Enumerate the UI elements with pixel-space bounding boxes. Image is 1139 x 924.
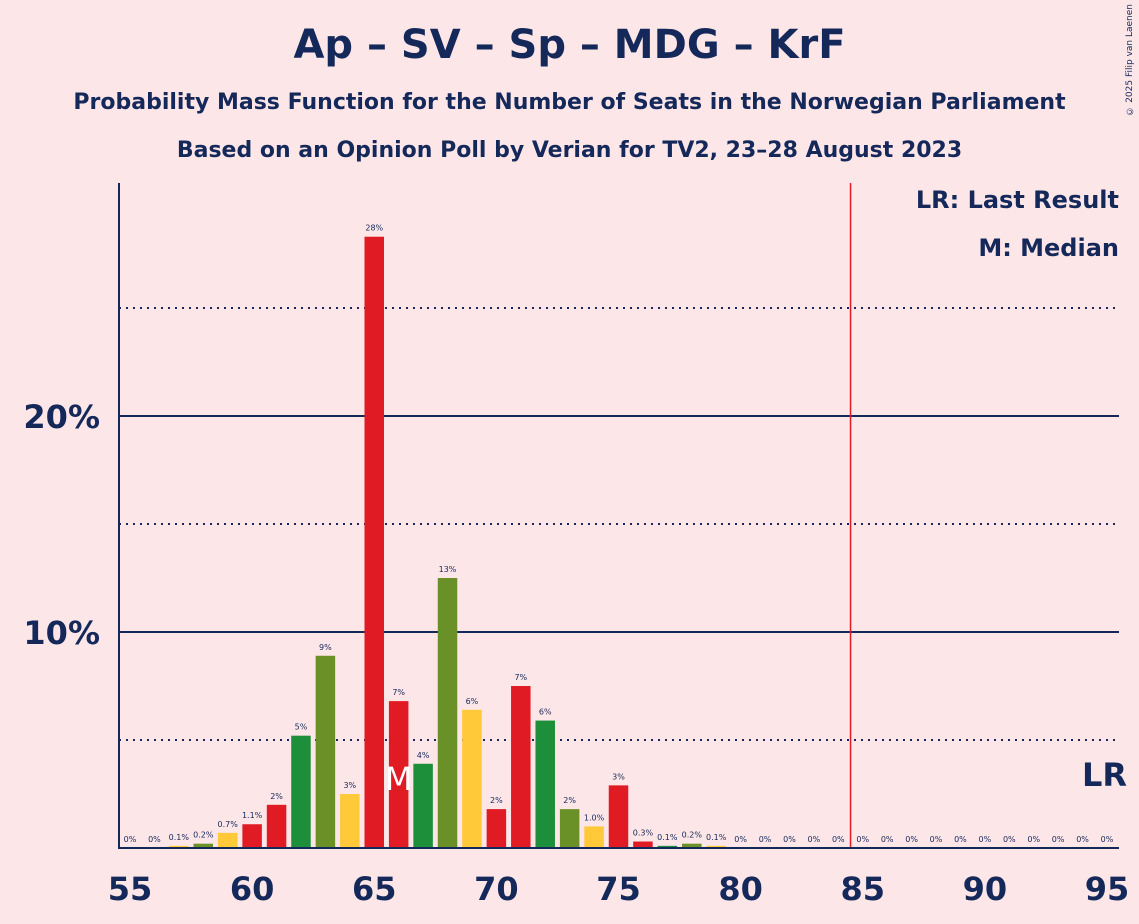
bar-seats-79	[706, 845, 726, 848]
bar-label: 0%	[881, 835, 894, 844]
x-tick-label: 95	[1085, 870, 1130, 908]
x-tick-label: 65	[352, 870, 397, 908]
bar-label: 0.1%	[169, 833, 190, 842]
bar-seats-59	[217, 832, 238, 848]
bar-label: 3%	[343, 781, 356, 790]
bar-label: 0.2%	[193, 831, 214, 840]
bar-seats-57	[169, 845, 189, 848]
bar-label: 9%	[319, 643, 332, 652]
bar-label: 0%	[856, 835, 869, 844]
x-tick-label: 80	[718, 870, 763, 908]
bar-seats-73	[559, 809, 580, 848]
bar-label: 0%	[954, 835, 967, 844]
bar-label: 0.3%	[633, 829, 654, 838]
bar-label: 0%	[905, 835, 918, 844]
bar-seats-65	[364, 236, 384, 849]
x-tick-label: 70	[474, 870, 519, 908]
bar-seats-63	[315, 655, 336, 848]
bar-seats-64	[340, 794, 360, 848]
bar-label: 0%	[1027, 835, 1040, 844]
bar-label: 0%	[1052, 835, 1065, 844]
bar-label: 0.7%	[218, 820, 239, 829]
x-tick-label: 85	[840, 870, 885, 908]
chart-subtitle: Probability Mass Function for the Number…	[73, 90, 1066, 115]
bar-label: 0%	[808, 835, 821, 844]
bar-seats-61	[266, 804, 287, 848]
bar-label: 2%	[563, 796, 576, 805]
legend-median: M: Median	[978, 234, 1119, 262]
bar-label: 0%	[759, 835, 772, 844]
bar-label: 1.0%	[584, 813, 605, 822]
bar-label: 6%	[466, 697, 479, 706]
x-tick-label: 55	[108, 870, 153, 908]
bar-seats-70	[486, 809, 507, 848]
bar-label: 6%	[539, 708, 552, 717]
bar-label: 3%	[612, 772, 625, 781]
bar-label: 0.2%	[682, 831, 703, 840]
bar-label: 0%	[148, 835, 161, 844]
bar-seats-68	[437, 578, 458, 848]
bar-seats-78	[682, 843, 702, 848]
bar-label: 7%	[514, 673, 527, 682]
bar-label: 0.1%	[657, 833, 678, 842]
x-tick-label: 90	[963, 870, 1008, 908]
bar-seats-69	[462, 709, 482, 848]
bar-label: 0%	[832, 835, 845, 844]
x-tick-label: 75	[596, 870, 641, 908]
bar-label: 5%	[295, 723, 308, 732]
bar-label: 0%	[1101, 835, 1114, 844]
chart-subtitle-source: Based on an Opinion Poll by Verian for T…	[176, 138, 963, 163]
bar-label: 1.1%	[242, 811, 263, 820]
bar-seats-76	[633, 841, 653, 848]
bar-label: 7%	[392, 688, 405, 697]
bar-seats-72	[535, 720, 555, 848]
bar-label: 0%	[979, 835, 992, 844]
bar-label: 2%	[490, 796, 503, 805]
chart-title: Ap – SV – Sp – MDG – KrF	[293, 22, 846, 68]
bar-label: 2%	[270, 792, 283, 801]
y-tick-label: 20%	[23, 398, 100, 436]
bar-label: 0%	[930, 835, 943, 844]
bar-seats-67	[413, 763, 433, 848]
bar-label: 0%	[1003, 835, 1016, 844]
bar-seats-77	[657, 845, 678, 848]
bar-label: 13%	[439, 565, 457, 574]
x-tick-label: 60	[230, 870, 275, 908]
bar-label: 0%	[734, 835, 747, 844]
bar-seats-74	[584, 826, 604, 848]
y-tick-label: 10%	[23, 614, 100, 652]
bar-seats-71	[511, 686, 531, 848]
bar-seats-75	[608, 785, 629, 848]
bar-label: 0.1%	[706, 833, 727, 842]
last-result-marker: LR	[1082, 756, 1127, 794]
median-marker: M	[385, 760, 413, 798]
bar-seats-60	[242, 824, 262, 848]
bar-label: 4%	[417, 751, 430, 760]
bar-label: 0%	[1076, 835, 1089, 844]
bar-seats-58	[193, 843, 214, 848]
bar-label: 0%	[124, 835, 137, 844]
bar-seats-62	[291, 735, 311, 848]
bar-label: 28%	[365, 224, 383, 233]
bar-label: 0%	[783, 835, 796, 844]
legend-last-result: LR: Last Result	[915, 186, 1119, 214]
bar-seats-66	[388, 701, 409, 848]
